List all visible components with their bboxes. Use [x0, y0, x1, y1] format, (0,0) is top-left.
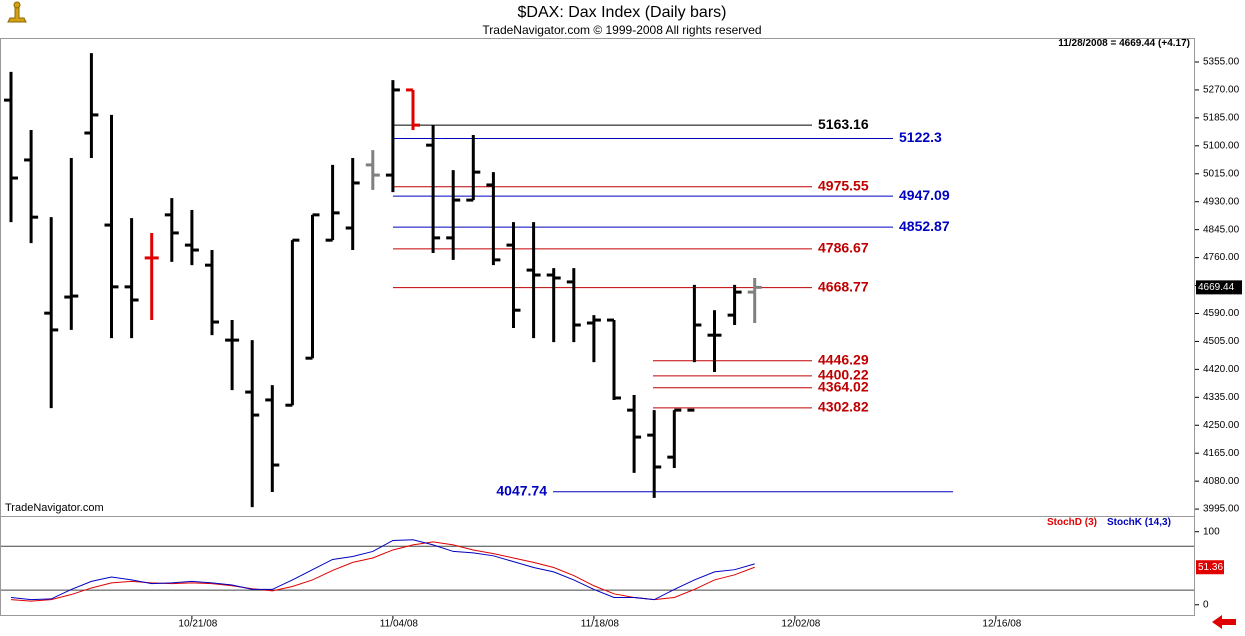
y-tick-label: 4590.00 — [1203, 308, 1240, 319]
last-value-box — [1196, 560, 1224, 575]
x-tick-label: 10/21/08 — [178, 619, 217, 630]
y-tick-label: 4420.00 — [1203, 364, 1240, 375]
level-label: 4668.77 — [818, 278, 869, 294]
y-tick-label: 4250.00 — [1203, 420, 1240, 431]
subtitle: TradeNavigator.com © 1999-2008 All right… — [482, 23, 761, 37]
stoch-panel — [0, 516, 1195, 616]
y-tick-label: 5355.00 — [1203, 57, 1240, 68]
level-label: 5122.3 — [899, 129, 942, 145]
watermark: TradeNavigator.com — [5, 502, 104, 514]
status: 11/28/2008 = 4669.44 (+4.17) — [1058, 38, 1190, 49]
level-label: 4446.29 — [818, 351, 869, 367]
y-tick-label: 4760.00 — [1203, 252, 1240, 263]
y-tick-label: 5015.00 — [1203, 168, 1240, 179]
y-tick-label: 5100.00 — [1203, 140, 1240, 151]
y-tick-label: 5270.00 — [1203, 85, 1240, 96]
title: $DAX: Dax Index (Daily bars) — [518, 4, 727, 21]
x-tick-label: 12/16/08 — [982, 619, 1021, 630]
level-label: 4302.82 — [818, 399, 869, 415]
y-tick-label: 100 — [1203, 526, 1220, 537]
y-tick-label: 4930.00 — [1203, 196, 1240, 207]
legend-entry: StochK (14,3) — [1107, 517, 1171, 528]
stoch-line — [10, 539, 755, 601]
level-label: 4852.87 — [899, 218, 950, 234]
y-tick-label: 4335.00 — [1203, 392, 1240, 403]
y-tick-label: 3995.00 — [1203, 504, 1240, 515]
level-label: 4786.67 — [818, 240, 869, 256]
legend-entry: StochD (3) — [1047, 517, 1097, 528]
y-tick-label: 4165.00 — [1203, 448, 1240, 459]
level-label: 4400.22 — [818, 367, 869, 383]
level-label: 5163.16 — [818, 116, 869, 132]
logo — [7, 1, 27, 23]
y-tick-label: 0 — [1203, 599, 1209, 610]
level-label: 4947.09 — [899, 187, 950, 203]
scroll-arrow[interactable] — [1212, 615, 1236, 629]
x-tick-label: 11/18/08 — [581, 619, 620, 630]
level-label: 4364.02 — [818, 378, 869, 394]
x-tick-label: 11/04/08 — [380, 619, 419, 630]
x-tick-label: 12/02/08 — [781, 619, 820, 630]
last-value-label: 51.36 — [1198, 562, 1223, 573]
y-tick-label: 5185.00 — [1203, 113, 1240, 124]
last-price-box — [1196, 280, 1242, 295]
level-label: 4047.74 — [496, 482, 547, 498]
y-tick-label: 4505.00 — [1203, 336, 1240, 347]
last-price-label: 4669.44 — [1198, 282, 1235, 293]
stoch-line — [10, 541, 755, 602]
level-label: 4975.55 — [818, 177, 869, 193]
y-tick-label: 4845.00 — [1203, 224, 1240, 235]
y-tick-label: 4080.00 — [1203, 476, 1240, 487]
